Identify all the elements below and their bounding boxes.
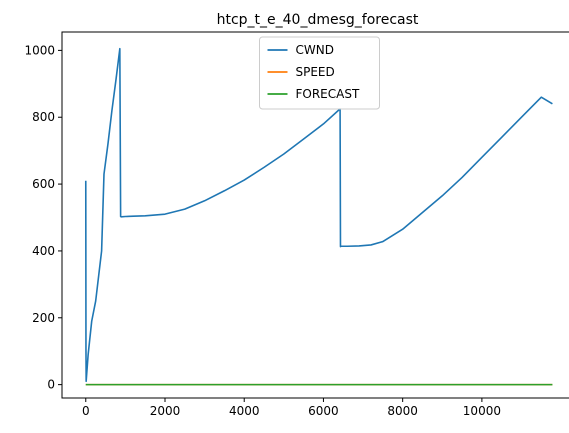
y-axis-ticks: 0 200 400 600 800 1000 [24, 43, 62, 392]
x-tick-label: 10000 [463, 404, 501, 418]
x-tick-label: 4000 [229, 404, 260, 418]
plot-series-group [84, 47, 553, 386]
y-tick-label: 600 [32, 177, 55, 191]
legend: CWND SPEED FORECAST [259, 36, 380, 110]
y-tick-label: 800 [32, 110, 55, 124]
chart-title: htcp_t_e_40_dmesg_forecast [217, 12, 419, 28]
legend-label-speed: SPEED [296, 65, 335, 79]
y-tick-label: 200 [32, 311, 55, 325]
series-line-cwnd [84, 47, 553, 383]
y-tick-label: 1000 [24, 43, 55, 57]
axes-frame [61, 31, 569, 399]
x-tick-label: 0 [82, 404, 90, 418]
x-tick-label: 6000 [308, 404, 339, 418]
x-tick-label: 2000 [150, 404, 181, 418]
x-tick-label: 8000 [387, 404, 418, 418]
y-tick-label: 0 [47, 378, 55, 392]
legend-label-forecast: FORECAST [296, 87, 360, 101]
legend-box [259, 36, 380, 110]
y-tick-label: 400 [32, 244, 55, 258]
legend-label-cwnd: CWND [296, 43, 334, 57]
x-axis-ticks: 0 2000 4000 6000 8000 10000 [82, 398, 501, 418]
